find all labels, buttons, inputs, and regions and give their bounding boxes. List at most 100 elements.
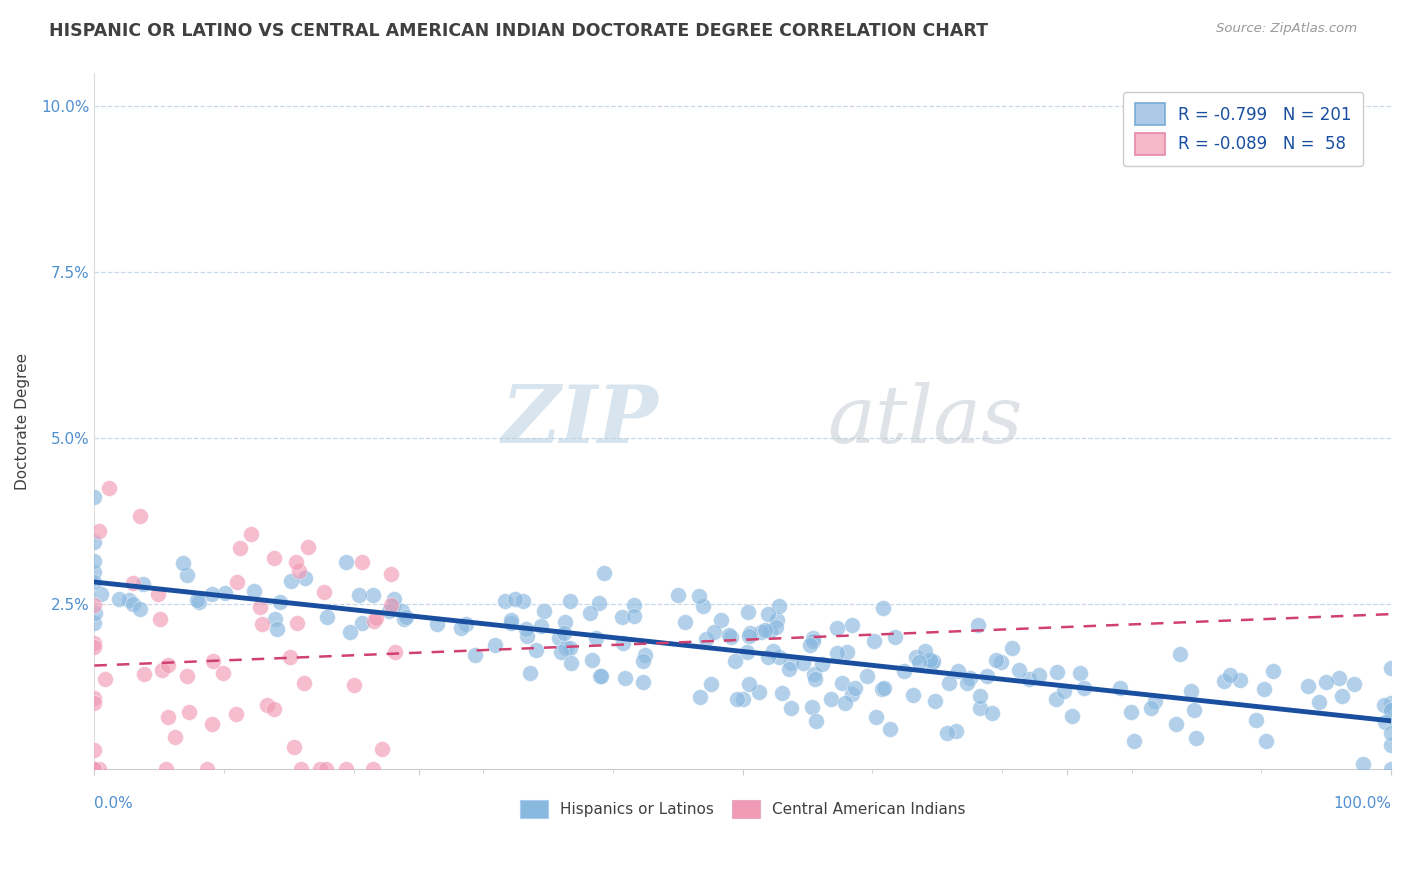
Point xyxy=(250,616,273,631)
Point xyxy=(146,587,169,601)
Point xyxy=(984,652,1007,666)
Point xyxy=(1168,647,1191,661)
Point xyxy=(530,619,553,633)
Point xyxy=(1379,705,1402,719)
Point xyxy=(792,656,814,670)
Point xyxy=(363,614,385,628)
Point xyxy=(269,595,291,609)
Point xyxy=(938,676,960,690)
Point xyxy=(614,671,637,685)
Point xyxy=(717,628,740,642)
Point xyxy=(108,592,131,607)
Point xyxy=(554,615,576,629)
Text: HISPANIC OR LATINO VS CENTRAL AMERICAN INDIAN DOCTORATE DEGREE CORRELATION CHART: HISPANIC OR LATINO VS CENTRAL AMERICAN I… xyxy=(49,22,988,40)
Point xyxy=(799,638,821,652)
Point xyxy=(612,610,634,624)
Point xyxy=(612,635,634,649)
Point xyxy=(132,577,155,591)
Point xyxy=(225,575,247,590)
Point xyxy=(1180,683,1202,698)
Point xyxy=(1144,694,1167,708)
Point xyxy=(83,762,105,776)
Point xyxy=(84,607,107,621)
Point xyxy=(370,742,392,756)
Point xyxy=(801,699,824,714)
Point xyxy=(484,638,506,652)
Point xyxy=(725,692,748,706)
Point xyxy=(83,574,105,589)
Point xyxy=(1331,690,1354,704)
Point xyxy=(186,593,208,607)
Point xyxy=(865,710,887,724)
Point xyxy=(1351,756,1374,771)
Point xyxy=(228,541,250,556)
Point xyxy=(1109,681,1132,695)
Point xyxy=(312,585,335,599)
Point xyxy=(692,599,714,613)
Point xyxy=(879,722,901,736)
Point xyxy=(294,571,316,585)
Point xyxy=(905,649,928,664)
Point xyxy=(121,575,143,590)
Point xyxy=(1315,675,1337,690)
Point xyxy=(263,702,285,716)
Point xyxy=(695,632,717,647)
Point xyxy=(1229,673,1251,688)
Point xyxy=(339,625,361,640)
Point xyxy=(456,617,478,632)
Point xyxy=(266,622,288,636)
Point xyxy=(1028,668,1050,682)
Point xyxy=(264,611,287,625)
Point xyxy=(592,566,614,580)
Point xyxy=(831,676,853,690)
Point xyxy=(1327,671,1350,685)
Point xyxy=(156,710,179,724)
Point xyxy=(967,618,990,632)
Point xyxy=(589,668,612,682)
Point xyxy=(89,524,111,538)
Point xyxy=(83,636,105,650)
Point xyxy=(768,599,790,614)
Point xyxy=(134,667,156,681)
Point xyxy=(945,723,967,738)
Point xyxy=(516,629,538,643)
Point xyxy=(873,681,896,695)
Point xyxy=(924,694,946,708)
Point xyxy=(150,663,173,677)
Point xyxy=(378,604,401,618)
Point xyxy=(391,604,413,618)
Point xyxy=(129,602,152,616)
Point xyxy=(83,554,105,568)
Point xyxy=(263,550,285,565)
Point xyxy=(90,586,112,600)
Point xyxy=(560,656,582,670)
Point xyxy=(765,620,787,634)
Point xyxy=(361,762,384,776)
Point xyxy=(856,669,879,683)
Point xyxy=(550,644,572,658)
Point xyxy=(555,640,578,655)
Point xyxy=(315,610,337,624)
Point xyxy=(770,686,793,700)
Point xyxy=(803,633,825,648)
Point xyxy=(688,589,710,603)
Point xyxy=(297,541,319,555)
Point xyxy=(844,681,866,695)
Point xyxy=(768,650,790,665)
Point xyxy=(176,669,198,683)
Point xyxy=(381,599,404,614)
Point xyxy=(121,598,143,612)
Point xyxy=(841,618,863,632)
Point xyxy=(89,762,111,776)
Point xyxy=(176,567,198,582)
Point xyxy=(699,677,721,691)
Point xyxy=(83,742,105,756)
Point xyxy=(825,646,848,660)
Point xyxy=(731,692,754,706)
Text: ZIP: ZIP xyxy=(502,383,658,460)
Point xyxy=(872,600,894,615)
Point xyxy=(673,615,696,629)
Point xyxy=(581,653,603,667)
Point xyxy=(335,555,357,569)
Point xyxy=(1121,706,1143,720)
